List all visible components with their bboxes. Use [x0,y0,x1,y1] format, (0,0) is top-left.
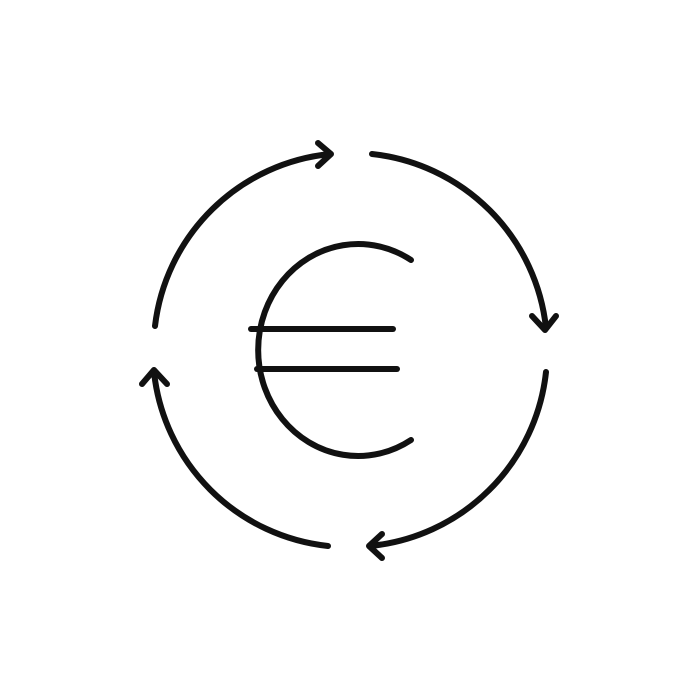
arc-top-left [152,151,333,329]
circular-arrows-icon [139,140,559,561]
arrowhead-top-left [315,140,334,169]
arc-bottom-left [151,369,331,549]
arc-top-right [369,151,549,331]
arrowhead-top-right [529,313,559,333]
euro-curve [255,241,414,459]
arrowhead-bottom-left [139,367,170,387]
euro-sign-icon [248,241,414,459]
arrowhead-bottom-right [366,531,385,561]
arc-bottom-right [367,369,549,549]
